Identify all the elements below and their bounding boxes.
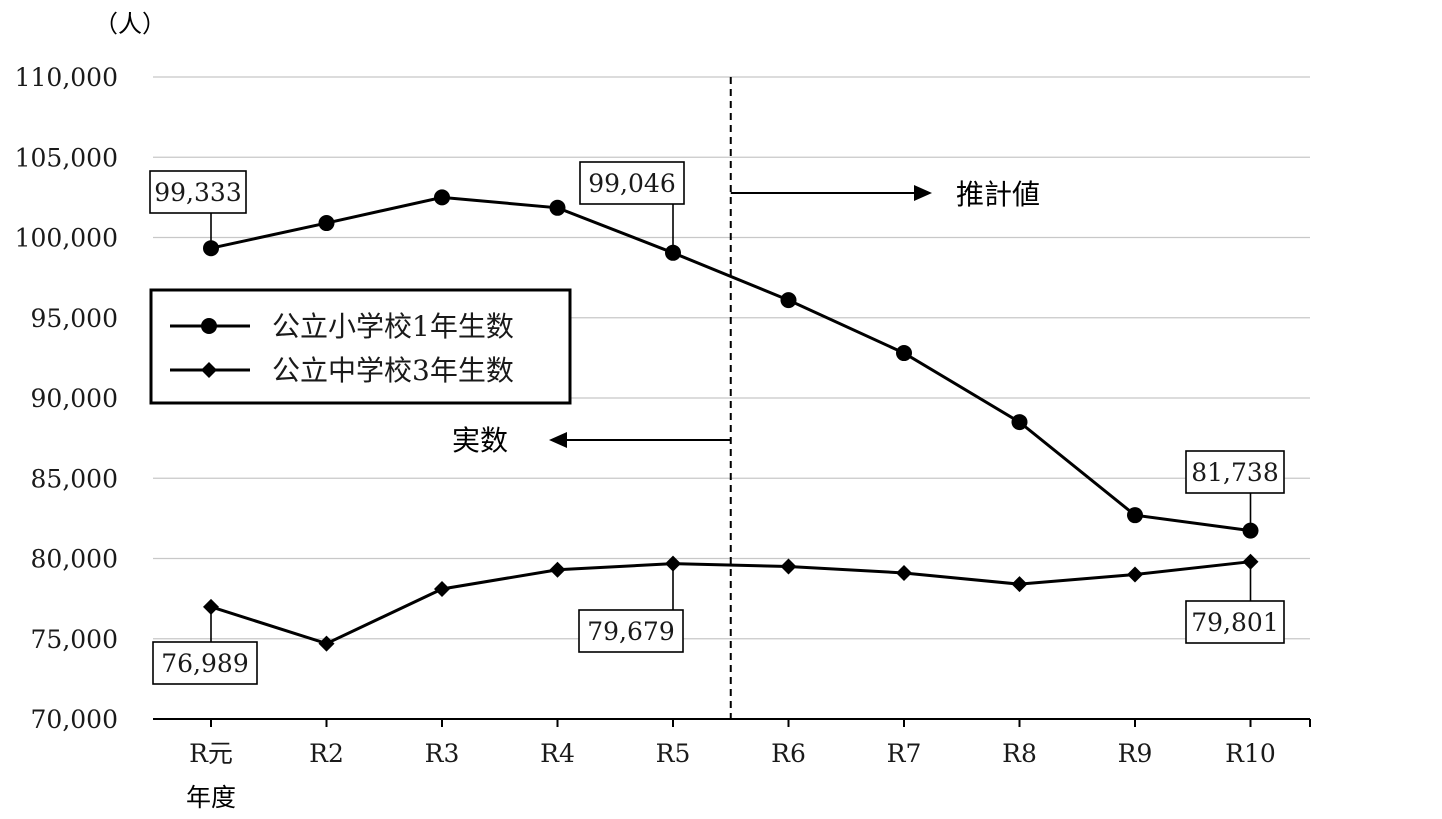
y-tick-label: 100,000 xyxy=(15,224,118,253)
data-label: 99,046 xyxy=(588,169,675,198)
callout-box xyxy=(578,609,684,653)
x-tick-label: R6 xyxy=(771,739,806,768)
data-point-diamond xyxy=(318,635,335,652)
y-tick-label: 80,000 xyxy=(31,545,118,574)
data-point-circle xyxy=(318,215,335,232)
x-tick-label: R7 xyxy=(887,739,922,768)
annotation-layer: 推計値 実数 xyxy=(452,178,1040,457)
x-tick-label: R2 xyxy=(309,739,344,768)
x-tick-label: R5 xyxy=(656,739,691,768)
y-tick-label: 90,000 xyxy=(31,384,118,413)
series-layer xyxy=(203,189,1259,652)
data-point-circle xyxy=(434,189,450,206)
series-line xyxy=(210,560,1251,646)
callout-box xyxy=(579,161,685,205)
legend-entry: 公立中学校3年生数 xyxy=(170,354,514,387)
data-point-circle xyxy=(780,292,797,309)
value-callout: 79,801 xyxy=(1185,561,1285,644)
data-label: 81,738 xyxy=(1191,458,1278,487)
series-elementary-grade1 xyxy=(203,189,1259,539)
data-point-circle xyxy=(1127,507,1143,524)
callout-box xyxy=(152,641,258,685)
callout-box xyxy=(1185,450,1285,494)
legend-marker-circle xyxy=(201,318,217,334)
y-tick-label: 85,000 xyxy=(31,464,118,493)
series-line xyxy=(210,195,1251,533)
y-tick-label: 70,000 xyxy=(31,705,118,734)
x-tick-label: R8 xyxy=(1002,739,1037,768)
legend-label: 公立中学校3年生数 xyxy=(272,354,514,387)
value-callout: 79,679 xyxy=(578,563,684,653)
legend-label: 公立小学校1年生数 xyxy=(272,310,514,343)
data-point-diamond xyxy=(780,558,797,575)
callout-layer: 99,333 99,046 81,738 76,989 79,679 79,801 xyxy=(149,161,1285,685)
y-tick-label: 95,000 xyxy=(31,304,118,333)
value-callout: 99,046 xyxy=(579,161,685,253)
data-point-circle xyxy=(1011,414,1028,431)
data-point-diamond xyxy=(896,564,912,581)
legend-box xyxy=(149,288,572,405)
x-tick-label: R3 xyxy=(425,739,460,768)
x-axis-year-label: 年度 xyxy=(186,783,236,812)
data-point-circle xyxy=(896,345,912,362)
series-junior-high-grade3 xyxy=(203,553,1259,652)
estimate-label: 推計値 xyxy=(956,178,1040,211)
x-tick-label: R元 xyxy=(189,739,233,768)
value-callout: 81,738 xyxy=(1185,450,1285,531)
data-point-diamond xyxy=(549,561,566,578)
value-callout: 76,989 xyxy=(152,606,258,685)
data-label: 99,333 xyxy=(154,178,241,207)
y-tick-label: 105,000 xyxy=(15,143,118,172)
callout-box xyxy=(1185,600,1285,644)
legend-entry: 公立小学校1年生数 xyxy=(170,310,514,343)
estimate-arrow-head xyxy=(914,185,932,201)
data-label: 79,801 xyxy=(1191,608,1278,637)
x-tick-label: R4 xyxy=(540,739,575,768)
x-tick-label: R9 xyxy=(1118,739,1153,768)
axis-layer: 70,000 75,000 80,000 85,000 90,000 95,000 100,… xyxy=(15,63,1311,768)
actual-arrow-head xyxy=(549,432,567,448)
x-tick-label: R10 xyxy=(1225,739,1276,768)
y-unit-label: （人） xyxy=(94,10,166,38)
data-label: 79,679 xyxy=(587,617,674,646)
legend-marker-diamond xyxy=(201,362,217,378)
y-tick-label: 75,000 xyxy=(31,625,118,654)
data-point-diamond xyxy=(1011,576,1028,593)
value-callout: 99,333 xyxy=(149,170,247,249)
data-label: 76,989 xyxy=(161,649,248,678)
y-tick-label: 110,000 xyxy=(15,63,118,92)
data-point-diamond xyxy=(434,580,450,597)
callout-box xyxy=(149,170,247,214)
actual-label: 実数 xyxy=(452,424,508,457)
data-point-circle xyxy=(549,199,566,216)
data-point-diamond xyxy=(1127,566,1143,583)
